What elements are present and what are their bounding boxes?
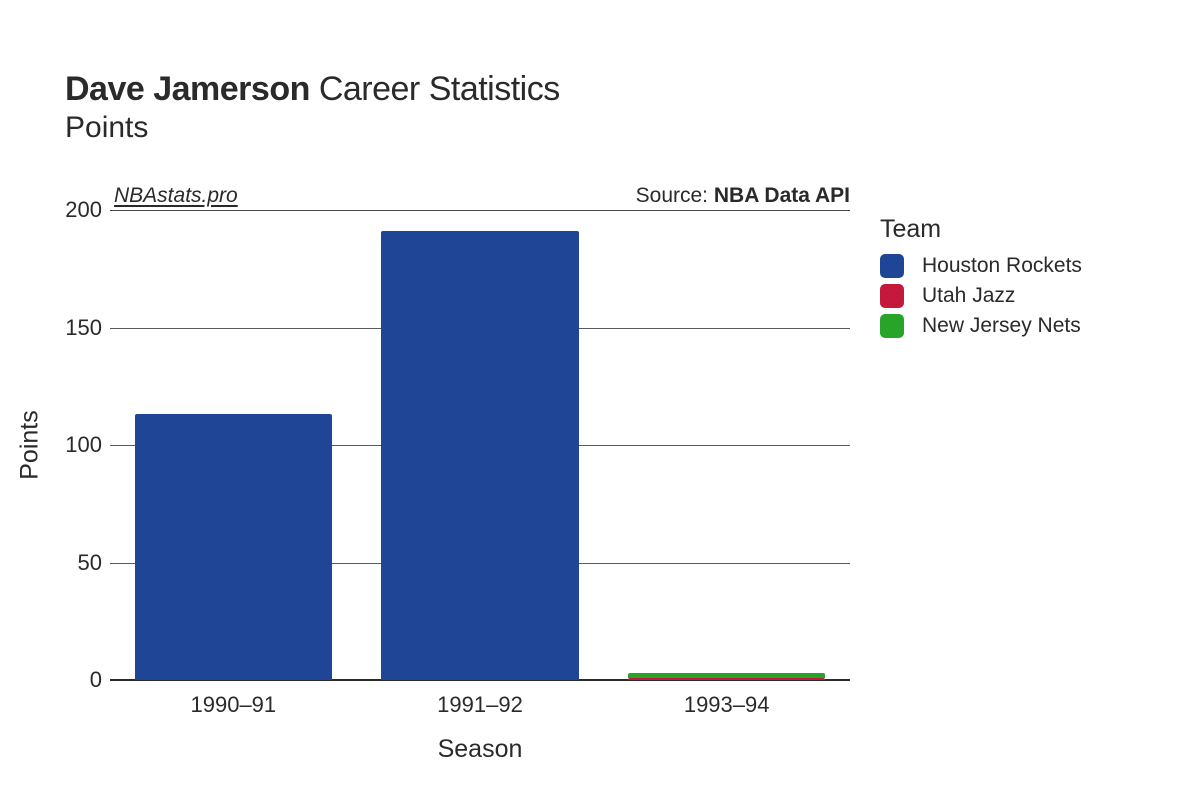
y-tick-label: 0 [90, 667, 102, 693]
y-tick-label: 150 [65, 315, 102, 341]
legend-item: New Jersey Nets [880, 314, 1082, 338]
bar-segment [628, 678, 825, 680]
y-tick-label: 100 [65, 432, 102, 458]
topline [110, 210, 850, 211]
x-tick-label: 1991–92 [437, 692, 523, 718]
bar-segment [628, 673, 825, 678]
legend: Team Houston Rockets Utah Jazz New Jersey … [880, 215, 1082, 344]
legend-swatch [880, 284, 904, 308]
player-name: Dave Jamerson [65, 70, 310, 108]
legend-items: Houston Rockets Utah Jazz New Jersey Nets [880, 254, 1082, 338]
chart-container: Dave Jamerson Career Statistics Points N… [0, 0, 1200, 800]
x-axis-label: Season [438, 735, 523, 764]
legend-item: Houston Rockets [880, 254, 1082, 278]
watermark-text: NBAstats.pro [114, 184, 238, 208]
plot-area: NBAstats.pro Source: NBA Data API 050100… [110, 210, 850, 680]
legend-item: Utah Jazz [880, 284, 1082, 308]
title-block: Dave Jamerson Career Statistics Points [65, 70, 560, 145]
legend-label: New Jersey Nets [922, 314, 1081, 338]
x-tick-label: 1990–91 [191, 692, 277, 718]
chart-subtitle: Points [65, 111, 560, 145]
legend-title: Team [880, 215, 1082, 244]
legend-label: Utah Jazz [922, 284, 1015, 308]
bar-segment [381, 231, 578, 680]
y-tick-label: 50 [78, 550, 102, 576]
source-text: Source: NBA Data API [636, 184, 850, 208]
source-name: NBA Data API [714, 184, 850, 207]
y-axis-label: Points [16, 410, 45, 479]
x-tick-label: 1993–94 [684, 692, 770, 718]
legend-swatch [880, 314, 904, 338]
title-suffix: Career Statistics [310, 70, 560, 108]
legend-label: Houston Rockets [922, 254, 1082, 278]
source-prefix: Source: [636, 184, 714, 207]
chart-title: Dave Jamerson Career Statistics [65, 70, 560, 109]
plot: 0501001502001990–911991–921993–94 [110, 210, 850, 680]
legend-swatch [880, 254, 904, 278]
bar-segment [135, 414, 332, 680]
y-tick-label: 200 [65, 197, 102, 223]
